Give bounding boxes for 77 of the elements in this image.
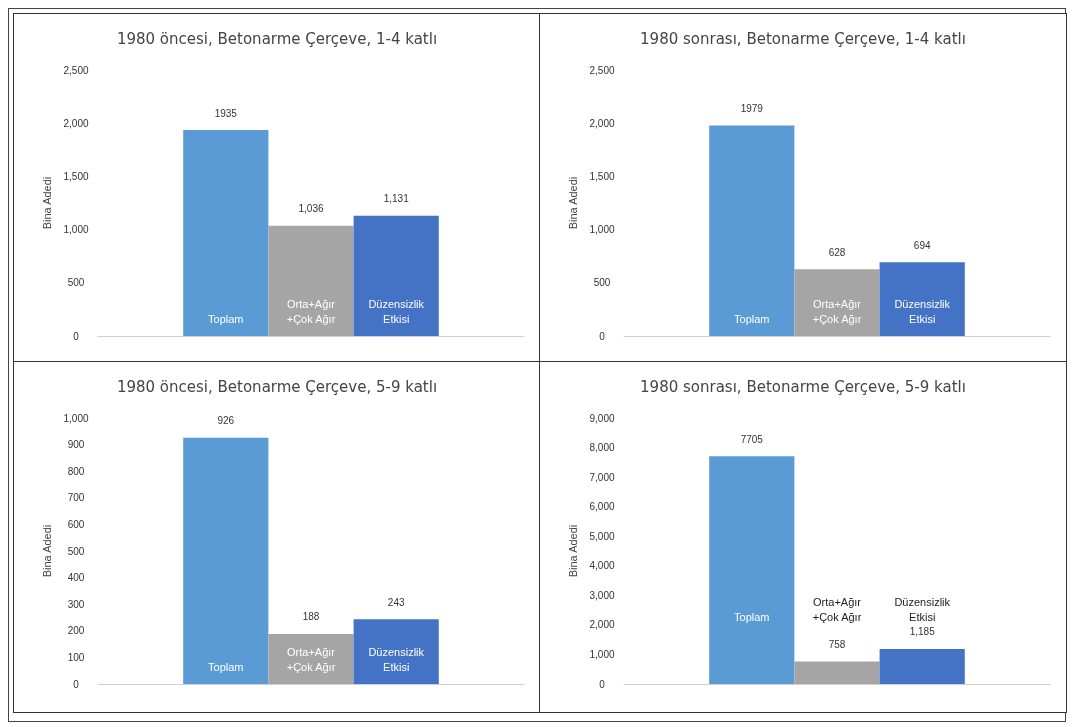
y-tick-label: 5,000 xyxy=(589,530,615,542)
y-tick-label: 8,000 xyxy=(589,442,615,454)
bar xyxy=(268,633,354,684)
bar xyxy=(794,269,880,336)
y-tick-label: 0 xyxy=(599,330,606,342)
bar xyxy=(709,125,795,336)
bar xyxy=(183,437,269,684)
data-label: 1935 xyxy=(214,107,238,119)
data-label: 188 xyxy=(302,611,320,623)
x-tick-label: Orta+Ağır +Çok Ağır xyxy=(812,596,862,624)
y-tick-label: 6,000 xyxy=(589,501,615,513)
bar xyxy=(268,225,354,336)
y-tick-label: 800 xyxy=(67,465,85,477)
y-tick-label: 200 xyxy=(67,625,85,637)
y-tick-label: 3,000 xyxy=(589,589,615,601)
y-tick-label: 2,000 xyxy=(589,117,615,129)
y-tick-label: 1,000 xyxy=(589,224,615,236)
y-tick-label: 300 xyxy=(67,598,85,610)
bar xyxy=(879,648,965,684)
data-label: 1,131 xyxy=(383,193,410,205)
data-label: 926 xyxy=(217,415,235,427)
x-tick-label: Orta+Ağır +Çok Ağır xyxy=(812,297,862,325)
x-tick-label: Düzensizlik Etkisi xyxy=(894,297,951,325)
y-tick-label: 500 xyxy=(593,277,611,289)
x-tick-label: Toplam xyxy=(208,660,244,673)
y-tick-label: 400 xyxy=(67,572,85,584)
data-label: 1979 xyxy=(740,102,764,114)
bar xyxy=(794,661,880,684)
y-axis-title: Bina Adedi xyxy=(567,524,580,578)
bar xyxy=(183,130,269,336)
y-tick-label: 1,000 xyxy=(63,224,89,236)
data-label: 1,036 xyxy=(298,203,324,215)
chart-title: 1980 sonrası, Betonarme Çerçeve, 5-9 katlı xyxy=(640,377,966,396)
x-tick-label: Toplam xyxy=(208,312,244,325)
bar xyxy=(879,262,965,336)
bar xyxy=(709,456,795,684)
x-tick-label: Düzensizlik Etkisi xyxy=(368,645,425,673)
x-tick-label: Düzensizlik Etkisi xyxy=(368,297,425,325)
chart-title: 1980 öncesi, Betonarme Çerçeve, 1-4 katlı xyxy=(116,29,438,48)
data-label: 694 xyxy=(913,239,931,251)
y-tick-label: 1,500 xyxy=(63,170,89,182)
data-label: 243 xyxy=(387,596,405,608)
y-tick-label: 1,500 xyxy=(589,170,615,182)
data-label: 1,185 xyxy=(909,626,936,638)
x-tick-label: Toplam xyxy=(734,312,770,325)
x-tick-label: Orta+Ağır +Çok Ağır xyxy=(286,297,336,325)
y-tick-label: 500 xyxy=(67,277,85,289)
data-label: 7705 xyxy=(740,433,764,445)
y-tick-label: 4,000 xyxy=(589,560,615,572)
y-tick-label: 500 xyxy=(67,545,85,557)
y-tick-label: 2,500 xyxy=(63,64,89,76)
y-tick-label: 100 xyxy=(67,651,85,663)
y-tick-label: 600 xyxy=(67,518,85,530)
y-tick-label: 2,000 xyxy=(589,619,615,631)
y-axis-title: Bina Adedi xyxy=(567,176,580,230)
y-tick-label: 9,000 xyxy=(589,412,615,424)
y-axis-title: Bina Adedi xyxy=(41,176,54,230)
y-tick-label: 0 xyxy=(73,330,80,342)
chart-title: 1980 sonrası, Betonarme Çerçeve, 1-4 katlı xyxy=(640,29,966,48)
bar xyxy=(353,619,439,684)
x-tick-label: Toplam xyxy=(734,611,770,624)
y-tick-label: 0 xyxy=(73,678,80,690)
y-tick-label: 900 xyxy=(67,439,85,451)
y-tick-label: 1,000 xyxy=(63,412,89,424)
y-tick-label: 2,000 xyxy=(63,117,89,129)
y-axis-title: Bina Adedi xyxy=(41,524,54,578)
x-tick-label: Orta+Ağır +Çok Ağır xyxy=(286,645,336,673)
x-tick-label: Düzensizlik Etkisi xyxy=(894,596,951,624)
y-tick-label: 1,000 xyxy=(589,648,615,660)
y-tick-label: 0 xyxy=(599,678,606,690)
y-tick-label: 7,000 xyxy=(589,471,615,483)
y-tick-label: 2,500 xyxy=(589,64,615,76)
data-label: 628 xyxy=(828,246,846,258)
data-label: 758 xyxy=(828,639,846,651)
chart-title: 1980 öncesi, Betonarme Çerçeve, 5-9 katlı xyxy=(116,377,438,396)
bar xyxy=(353,215,439,336)
y-tick-label: 700 xyxy=(67,492,85,504)
